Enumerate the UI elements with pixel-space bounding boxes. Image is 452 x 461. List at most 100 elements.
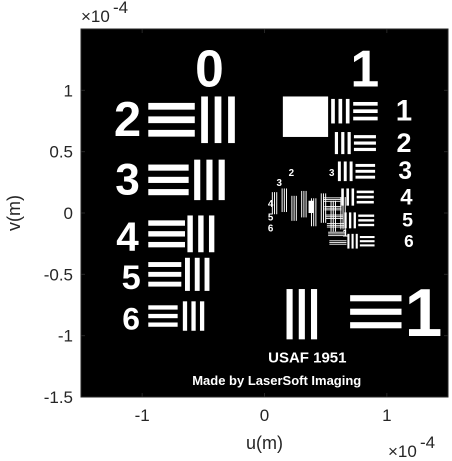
inner-element-number-3: 3: [276, 178, 282, 189]
axis-ticks: -1 0 110.50-0.5-1-1.5: [44, 29, 448, 425]
y-axis-label: v(m): [4, 195, 24, 231]
inner-horizontal-bar: [329, 240, 347, 242]
element-5-vertical-bar: [204, 257, 210, 291]
inner-horizontal-bar: [326, 226, 345, 228]
right-element-6-horizontal-bar: [359, 240, 375, 243]
right-element-1-vertical-bar: [338, 98, 343, 124]
target-caption-subtitle: Made by LaserSoft Imaging: [192, 373, 361, 388]
inner-vertical-bar: [286, 188, 288, 213]
bottom-right-number: 1: [405, 276, 443, 351]
right-element-4-vertical-bar: [346, 188, 349, 206]
inner-horizontal-bar: [329, 242, 347, 243]
element-6-vertical-bar: [199, 301, 205, 331]
right-element-4-vertical-bar: [351, 188, 355, 206]
inner-vertical-bar: [342, 197, 344, 230]
inner-horizontal-bar: [328, 231, 346, 233]
y-tick-label: 1: [64, 81, 73, 100]
square-block: [282, 96, 329, 137]
inner-vertical-bar: [344, 197, 346, 230]
inner-vertical-bar: [276, 192, 278, 215]
right-element-number-1: 1: [396, 95, 412, 128]
element-3-vertical-bar: [194, 159, 201, 201]
y-axis-exponent: ×10 -4: [81, 0, 128, 26]
target-caption-title: USAF 1951: [268, 350, 346, 367]
element-5-vertical-bar: [184, 257, 190, 291]
inner-vertical-bar: [334, 200, 336, 232]
inner-horizontal-bar: [323, 197, 341, 199]
inner-vertical-bar: [303, 190, 305, 218]
element-number-5: 5: [122, 259, 141, 297]
x-tick-label: 1: [382, 406, 391, 425]
inner-horizontal-bar: [324, 207, 342, 209]
right-element-1-horizontal-bar: [353, 101, 378, 106]
x-axis-exponent-base: ×10: [388, 442, 417, 461]
image-background: [81, 29, 448, 397]
element-5-horizontal-bar: [148, 281, 182, 287]
element-5-horizontal-bar: [148, 262, 182, 267]
inner-vertical-bar: [330, 200, 332, 232]
inner-element-number-5: 5: [268, 212, 274, 223]
right-element-3-horizontal-bar: [355, 175, 376, 179]
inner-horizontal-bar: [324, 209, 342, 211]
bottom-right-vertical-bar: [298, 289, 305, 340]
right-element-2-horizontal-bar: [353, 135, 376, 139]
right-element-number-2: 2: [396, 128, 411, 158]
element-2-vertical-bar: [228, 96, 235, 144]
right-element-3-horizontal-bar: [355, 163, 376, 167]
right-element-2-vertical-bar: [347, 132, 351, 155]
element-3-vertical-bar: [218, 159, 225, 201]
group-number-0: 0: [195, 39, 224, 97]
inner-horizontal-bar: [325, 218, 343, 219]
element-6-vertical-bar: [191, 301, 196, 331]
element-2-horizontal-bar: [148, 102, 195, 110]
inner-vertical-bar: [322, 193, 324, 223]
element-number-2: 2: [114, 93, 141, 147]
element-number-4: 4: [116, 213, 139, 259]
element-2-horizontal-bar: [148, 129, 195, 137]
element-4-vertical-bar: [187, 215, 193, 253]
bottom-right-horizontal-bar: [350, 308, 402, 315]
inner-horizontal-bar: [328, 233, 346, 235]
y-axis-exponent-power: -4: [113, 0, 128, 17]
element-5-horizontal-bar: [148, 271, 182, 277]
right-element-4-horizontal-bar: [356, 195, 374, 199]
right-element-5-horizontal-bar: [358, 223, 375, 227]
inner-vertical-bar: [320, 193, 322, 223]
element-6-vertical-bar: [182, 301, 188, 331]
x-tick-label: 0: [260, 406, 269, 425]
element-number-3: 3: [115, 155, 140, 204]
element-3-horizontal-bar: [148, 189, 189, 196]
right-element-4-horizontal-bar: [356, 200, 374, 204]
y-axis-exponent-base: ×10: [81, 7, 110, 26]
x-axis-exponent: ×10 -4: [388, 433, 435, 461]
right-element-3-vertical-bar: [343, 161, 347, 182]
inner-horizontal-bar: [326, 223, 345, 225]
element-4-vertical-bar: [208, 215, 215, 253]
inner-horizontal-bar: [325, 216, 343, 218]
element-6-horizontal-bar: [148, 313, 178, 319]
bottom-right-vertical-bar: [310, 289, 318, 340]
inner-horizontal-bar: [323, 199, 341, 200]
inner-horizontal-bar: [326, 224, 345, 226]
inner-vertical-bar: [295, 195, 297, 221]
inner-vertical-bar: [274, 192, 276, 215]
inner-element-number-4: 4: [268, 199, 274, 210]
y-tick-label: -1: [58, 327, 73, 346]
inner-element-number-2: 2: [289, 168, 295, 179]
element-3-horizontal-bar: [148, 164, 189, 171]
inner-vertical-bar: [293, 195, 295, 221]
element-6-horizontal-bar: [148, 322, 178, 327]
element-2-vertical-bar: [201, 96, 208, 144]
inner-horizontal-bar: [328, 235, 346, 237]
element-6-horizontal-bar: [148, 305, 178, 310]
bottom-right-horizontal-bar: [350, 295, 402, 302]
element-2-horizontal-bar: [148, 116, 195, 124]
right-element-number-4: 4: [400, 185, 413, 210]
inner-vertical-bar: [305, 190, 307, 218]
right-element-6-vertical-bar: [355, 233, 358, 249]
x-axis-label: u(m): [246, 433, 283, 453]
inner-vertical-bar: [332, 200, 334, 232]
inner-horizontal-bar: [325, 214, 343, 216]
element-3-horizontal-bar: [148, 176, 189, 183]
